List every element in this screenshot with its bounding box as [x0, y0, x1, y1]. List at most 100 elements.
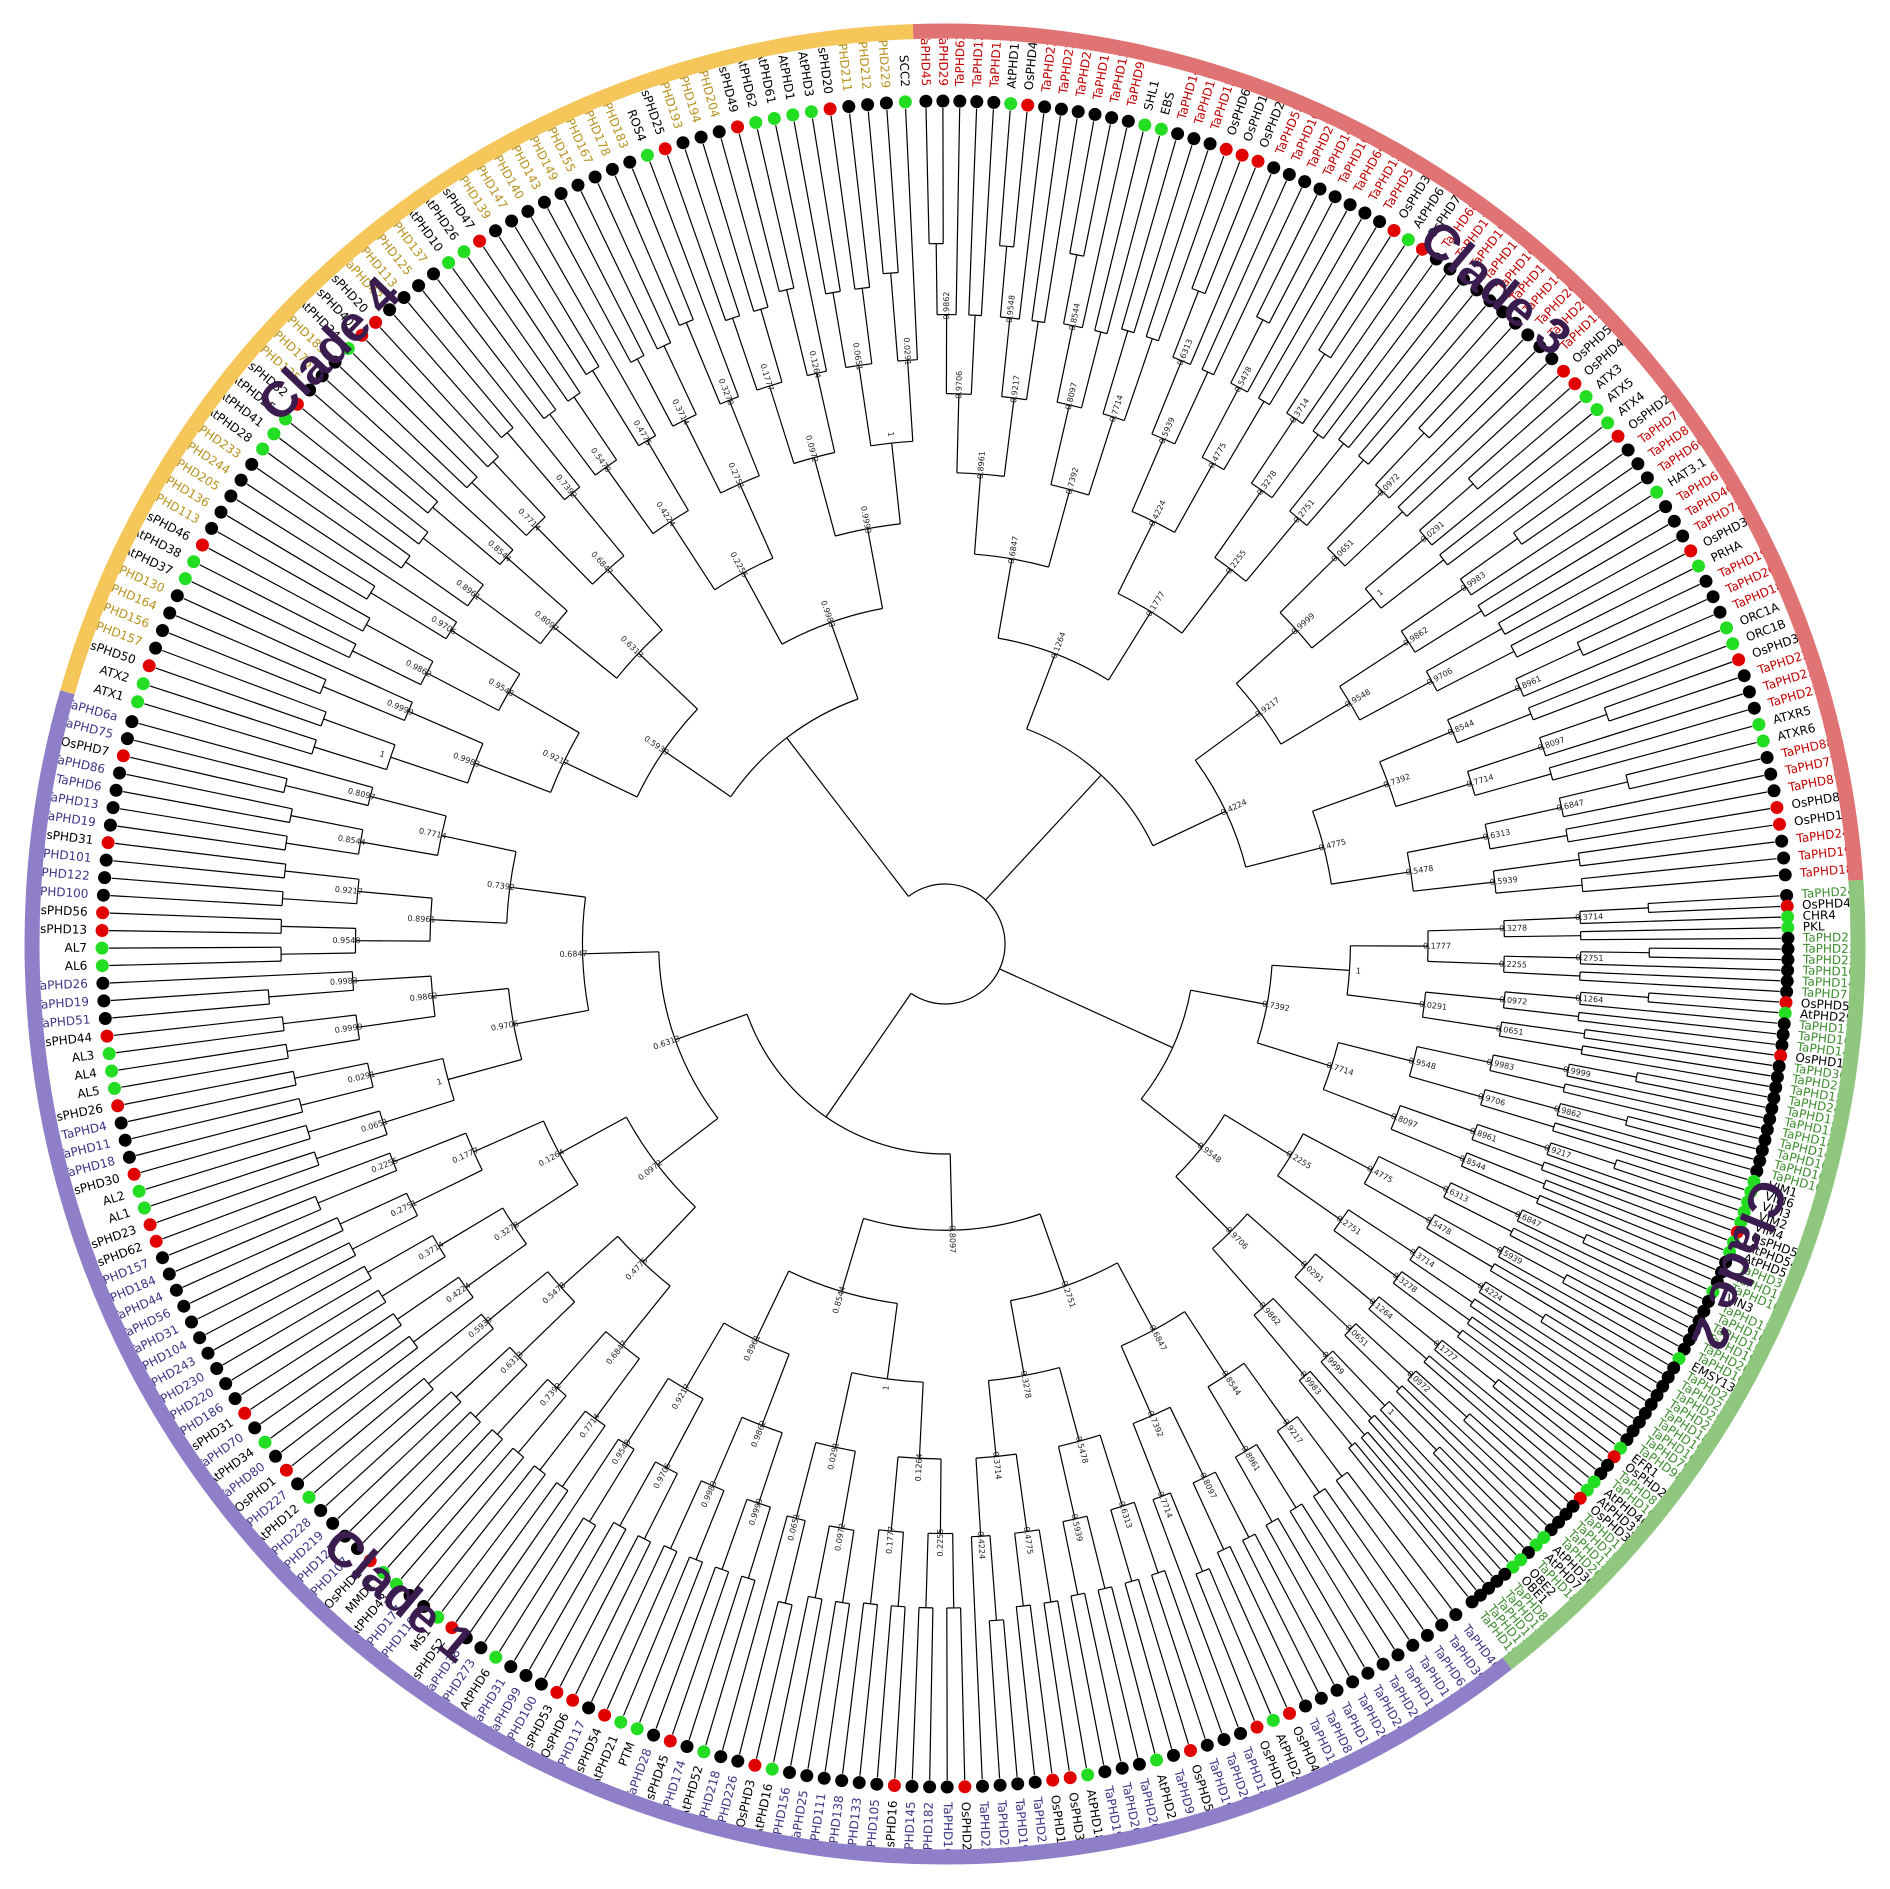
leaf-label: TaPHD196 — [1797, 843, 1860, 863]
terminal-branch — [1633, 1089, 1763, 1119]
species-marker — [1187, 132, 1201, 146]
internal-branch — [768, 385, 795, 464]
terminal-branch — [1347, 236, 1391, 304]
node-arc — [1320, 1350, 1334, 1363]
species-marker — [1726, 637, 1740, 651]
support-value: 0.7392 — [1146, 1409, 1165, 1438]
terminal-branch — [313, 1432, 383, 1494]
internal-branch — [1189, 298, 1219, 365]
internal-branch — [669, 1480, 702, 1549]
internal-branch — [1169, 1407, 1205, 1478]
terminal-branch — [1421, 1495, 1493, 1577]
internal-branch — [547, 1517, 585, 1576]
clade-labels: Clade 4 Clade 3 Clade 2 Clade 1 — [247, 209, 1799, 1673]
support-value: 0.8544 — [486, 538, 513, 563]
node-arc — [1110, 1501, 1135, 1511]
internal-branch — [876, 204, 884, 274]
terminal-branch — [1668, 984, 1780, 992]
terminal-branch — [1668, 874, 1779, 886]
internal-branch — [464, 1447, 514, 1506]
support-value: 0.9548 — [1343, 687, 1372, 709]
terminal-branch — [1567, 467, 1633, 514]
species-marker — [248, 1421, 262, 1435]
terminal-branch — [117, 825, 213, 841]
internal-branch — [1625, 1124, 1679, 1140]
species-marker — [519, 1669, 533, 1682]
node-arc — [829, 1525, 854, 1531]
node-arc — [534, 1465, 546, 1475]
internal-branch — [1509, 1234, 1590, 1277]
internal-branch — [211, 1030, 285, 1041]
terminal-branch — [1648, 965, 1781, 971]
node-arc — [1277, 1133, 1304, 1177]
internal-branch — [1504, 955, 1581, 959]
terminal-branch — [1634, 599, 1708, 633]
internal-branch — [1577, 617, 1629, 644]
terminal-branch — [1144, 140, 1177, 246]
internal-branch — [1397, 442, 1465, 508]
clade-1-arc — [912, 23, 1864, 881]
species-marker — [1235, 148, 1249, 162]
terminal-branch — [257, 467, 340, 526]
internal-branch — [512, 1482, 558, 1544]
node-arc — [1289, 510, 1308, 526]
terminal-branch — [267, 452, 349, 512]
internal-branch — [1648, 899, 1703, 905]
internal-branch — [1207, 1386, 1247, 1452]
internal-branch — [1256, 266, 1283, 317]
leaf-label: TaPHD229 — [875, 26, 893, 89]
support-value: 0.9999 — [747, 1497, 764, 1526]
terminal-branch — [666, 155, 701, 249]
internal-branch — [370, 1058, 444, 1076]
terminal-branch — [1703, 947, 1782, 950]
species-marker — [111, 1099, 125, 1113]
node-arc — [1016, 1604, 1031, 1608]
leaf-label: TaPHD14 — [1801, 974, 1856, 990]
species-marker — [489, 1650, 503, 1664]
terminal-branch — [738, 1666, 763, 1755]
internal-branch — [755, 1270, 790, 1341]
internal-branch — [1063, 254, 1078, 324]
internal-branch — [1503, 916, 1581, 922]
terminal-branch — [387, 1494, 454, 1568]
internal-branch — [1271, 434, 1319, 499]
internal-branch — [473, 1120, 544, 1153]
node-arc — [319, 679, 327, 694]
internal-branch — [1478, 1291, 1537, 1330]
internal-branch — [285, 785, 369, 807]
species-marker — [163, 606, 177, 620]
internal-branch — [428, 1328, 494, 1385]
species-marker — [1071, 105, 1085, 119]
internal-branch — [1513, 499, 1560, 534]
node-arc — [498, 673, 521, 711]
internal-branch — [286, 842, 359, 855]
terminal-branch — [671, 1642, 705, 1735]
internal-branch — [1003, 397, 1015, 477]
terminal-branch — [437, 279, 499, 359]
internal-branch — [411, 434, 468, 489]
terminal-branch — [1459, 1453, 1540, 1533]
species-marker — [566, 1693, 580, 1707]
internal-branch — [739, 483, 774, 559]
internal-branch — [1580, 971, 1669, 977]
internal-branch — [838, 1603, 851, 1677]
node-arc — [1515, 678, 1525, 697]
species-marker — [1770, 1070, 1784, 1084]
internal-branch — [811, 218, 827, 295]
species-marker — [1054, 102, 1068, 116]
internal-branch — [1002, 1619, 1010, 1687]
internal-branch — [1132, 1423, 1163, 1497]
internal-branch — [1648, 1001, 1702, 1007]
leaf-label: AL7 — [64, 941, 87, 955]
terminal-branch — [755, 1670, 778, 1759]
internal-branch — [1026, 653, 1056, 730]
internal-branch — [560, 1235, 619, 1288]
internal-branch — [1450, 1182, 1521, 1216]
support-value: 0.7714 — [1108, 394, 1125, 423]
internal-branch — [890, 272, 899, 362]
internal-branch — [1580, 991, 1649, 998]
terminal-branch — [1457, 1426, 1554, 1518]
internal-branch — [1579, 979, 1669, 986]
species-marker — [680, 1740, 694, 1753]
internal-branch — [1409, 1259, 1473, 1303]
